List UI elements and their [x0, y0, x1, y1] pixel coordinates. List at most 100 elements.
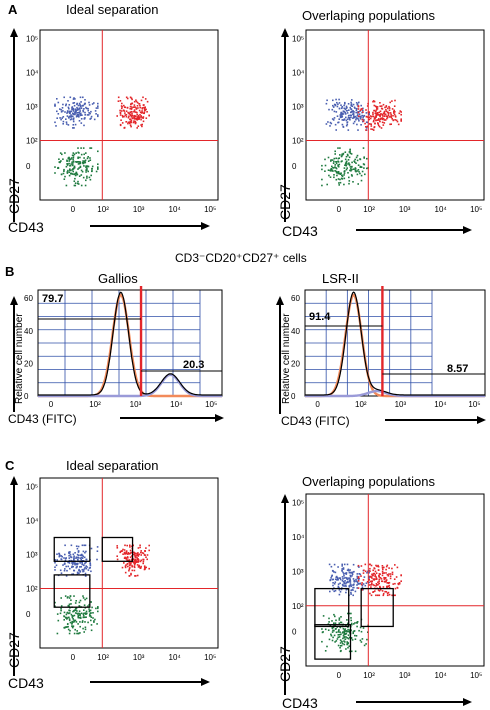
event-dot: [89, 615, 92, 617]
x-tick-label: 10⁵: [470, 205, 482, 214]
event-dot: [373, 584, 375, 587]
event-dot: [135, 107, 137, 109]
percent-positive: 20.3: [183, 359, 204, 371]
event-dot: [339, 577, 341, 579]
event-dot: [391, 118, 393, 120]
x-tick-label: 10²: [97, 205, 109, 214]
plot-frame: [39, 29, 219, 201]
event-dot: [74, 112, 76, 114]
event-dot: [129, 113, 131, 116]
event-dot: [355, 102, 358, 104]
event-dot: [372, 583, 374, 586]
event-dot: [339, 642, 342, 644]
event-dot: [141, 107, 144, 109]
event-dot: [381, 121, 384, 124]
event-dot: [131, 114, 134, 117]
event-dot: [356, 625, 358, 628]
event-dot: [375, 572, 378, 574]
event-dot: [382, 586, 385, 588]
event-dot: [73, 173, 76, 176]
event-dot: [64, 616, 67, 619]
event-dot: [333, 160, 335, 163]
event-dot: [358, 101, 360, 104]
event-dot: [387, 585, 389, 588]
event-dot: [370, 580, 373, 582]
event-dot: [343, 183, 345, 186]
event-dot: [345, 164, 348, 167]
event-dot: [378, 111, 381, 114]
event-dot: [354, 158, 356, 161]
event-dot: [321, 178, 323, 181]
event-dot: [347, 568, 350, 571]
event-dot: [370, 564, 373, 567]
event-dot: [132, 553, 135, 556]
population-green: [54, 595, 99, 635]
event-dot: [140, 551, 142, 554]
event-dot: [81, 557, 84, 559]
event-dot: [371, 580, 373, 583]
event-dot: [339, 173, 342, 175]
event-dot: [69, 621, 72, 624]
event-dot: [131, 545, 133, 548]
event-dot: [361, 582, 363, 584]
event-dot: [77, 157, 79, 159]
event-dot: [83, 570, 85, 572]
event-dot: [80, 558, 82, 561]
x-tick-label: 10⁵: [204, 205, 216, 214]
event-dot: [119, 109, 121, 112]
event-dot: [68, 111, 71, 114]
event-dot: [85, 616, 87, 618]
event-dot: [385, 110, 388, 113]
y-tick-label: 10³: [26, 551, 38, 560]
event-dot: [344, 111, 346, 114]
event-dot: [73, 113, 75, 115]
event-dot: [337, 172, 340, 175]
event-dot: [133, 117, 136, 119]
event-dot: [339, 178, 341, 181]
event-dot: [345, 585, 347, 588]
event-dot: [373, 100, 376, 103]
event-dot: [82, 550, 85, 553]
event-dot: [72, 109, 75, 111]
event-dot: [335, 178, 338, 181]
event-dot: [385, 108, 387, 111]
event-dot: [338, 182, 340, 184]
event-dot: [377, 122, 379, 124]
event-dot: [364, 122, 366, 125]
event-dot: [142, 560, 145, 563]
event-dot: [125, 96, 128, 99]
event-dot: [351, 572, 353, 575]
event-dot: [381, 580, 383, 583]
event-dot: [372, 591, 374, 593]
event-dot: [332, 584, 334, 587]
event-dot: [138, 109, 141, 112]
event-dot: [93, 118, 96, 121]
event-dot: [344, 164, 346, 166]
event-dot: [62, 158, 64, 160]
event-dot: [347, 172, 349, 174]
event-dot: [71, 164, 74, 167]
event-dot: [77, 108, 80, 111]
event-dot: [400, 574, 402, 577]
event-dot: [381, 565, 384, 567]
event-dot: [342, 634, 345, 637]
event-dot: [344, 641, 346, 643]
event-dot: [75, 110, 77, 113]
event-dot: [54, 561, 56, 564]
event-dot: [142, 120, 145, 123]
event-dot: [116, 547, 119, 549]
event-dot: [365, 109, 367, 111]
event-dot: [343, 172, 346, 174]
event-dot: [325, 102, 328, 105]
event-dot: [79, 156, 81, 159]
event-dot: [139, 114, 141, 116]
event-dot: [129, 107, 131, 110]
event-dot: [88, 104, 91, 106]
event-dot: [97, 107, 99, 109]
event-dot: [345, 624, 347, 627]
event-dot: [74, 612, 77, 614]
event-dot: [77, 616, 79, 618]
event-dot: [74, 563, 76, 566]
event-dot: [390, 113, 392, 116]
event-dot: [137, 558, 139, 560]
